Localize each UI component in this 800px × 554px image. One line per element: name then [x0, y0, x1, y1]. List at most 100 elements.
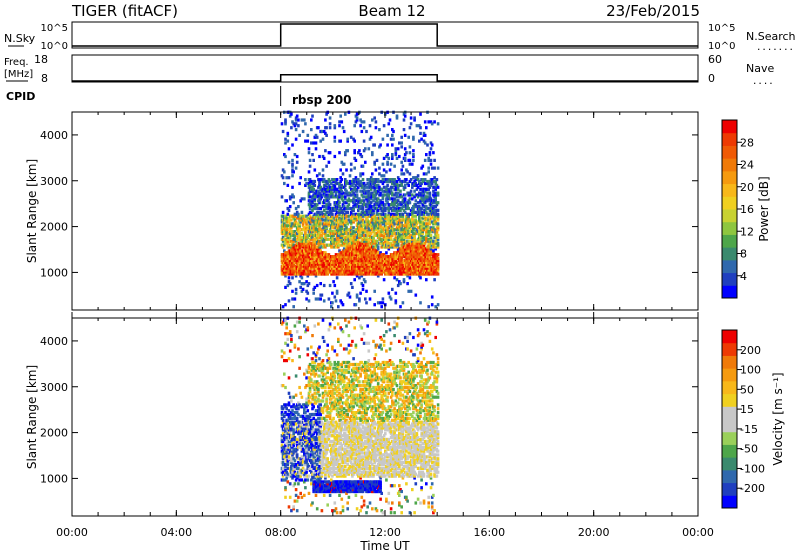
- power-cell: [290, 239, 293, 243]
- velocity-cell: [307, 399, 311, 403]
- velocity-cell: [297, 407, 300, 411]
- power-cell: [407, 199, 410, 203]
- power-cell: [394, 255, 398, 259]
- power-cell: [429, 253, 433, 257]
- power-cell: [322, 283, 326, 288]
- power-cell: [288, 195, 292, 199]
- power-cell: [358, 197, 361, 201]
- power-cell: [373, 231, 376, 236]
- power-cell: [285, 216, 288, 220]
- power-cell: [432, 266, 435, 270]
- power-cell: [406, 266, 409, 270]
- power-cell: [355, 181, 359, 186]
- power-cell: [414, 214, 418, 218]
- power-cell: [317, 195, 320, 199]
- power-cell: [301, 222, 305, 226]
- power-cell: [292, 122, 295, 126]
- velocity-cell: [299, 335, 302, 340]
- power-cell: [358, 264, 361, 268]
- power-cell: [429, 141, 433, 145]
- power-cell: [337, 230, 340, 234]
- power-cell: [389, 206, 393, 211]
- power-cell: [432, 222, 435, 226]
- velocity-cell: [306, 439, 310, 444]
- power-cell: [419, 276, 422, 280]
- power-cell: [391, 154, 394, 159]
- power-cell: [396, 199, 400, 203]
- power-cell: [287, 276, 291, 280]
- power-cell: [331, 235, 334, 239]
- power-cell: [320, 293, 324, 297]
- power-cell: [320, 216, 324, 220]
- power-cell: [436, 258, 440, 263]
- power-cell: [406, 228, 409, 232]
- power-cell: [407, 289, 410, 293]
- velocity-cell: [292, 434, 295, 438]
- velocity-cell: [281, 320, 285, 324]
- power-cell: [360, 193, 364, 197]
- power-cell: [420, 166, 423, 170]
- power-cell: [427, 156, 430, 160]
- power-cell: [426, 195, 429, 199]
- power-cell: [320, 233, 324, 237]
- power-cell: [352, 260, 355, 264]
- power-cell: [420, 222, 423, 226]
- power-cell: [322, 270, 326, 274]
- power-cell: [322, 224, 326, 228]
- power-cell: [312, 264, 315, 268]
- power-cell: [348, 185, 352, 189]
- velocity-cell: [297, 347, 300, 351]
- power-cell: [355, 293, 359, 297]
- velocity-cell: [292, 443, 295, 447]
- power-cell: [306, 291, 310, 295]
- power-cell: [415, 193, 419, 197]
- velocity-cell: [290, 509, 293, 513]
- power-cell: [308, 199, 312, 203]
- power-cell: [387, 205, 391, 209]
- power-cell: [294, 122, 298, 126]
- power-cell: [435, 183, 439, 187]
- power-cell: [306, 228, 310, 232]
- power-cell: [349, 212, 353, 216]
- velocity-cell: [305, 368, 308, 372]
- power-cell: [351, 199, 354, 203]
- velocity-cell: [292, 447, 295, 451]
- power-cell: [405, 218, 408, 222]
- power-cell: [318, 231, 321, 236]
- power-cell: [319, 282, 322, 286]
- power-cell: [298, 247, 301, 251]
- power-cell: [372, 258, 375, 263]
- power-cell: [373, 247, 376, 251]
- power-cell: [367, 212, 371, 216]
- power-cell: [394, 149, 398, 153]
- power-cell: [328, 230, 332, 234]
- power-cell: [351, 272, 354, 276]
- power-cell: [427, 166, 430, 170]
- power-cell: [305, 224, 308, 228]
- power-cell: [358, 231, 361, 236]
- power-cell: [295, 233, 299, 237]
- velocity-cell: [287, 474, 291, 478]
- power-cell: [425, 126, 428, 130]
- power-cell: [373, 162, 376, 166]
- power-cell: [418, 205, 421, 209]
- power-cell: [399, 179, 402, 184]
- power-cell: [313, 216, 317, 220]
- power-cell: [318, 201, 321, 205]
- power-cell: [294, 166, 298, 170]
- nsky-strip: N.Sky 10^5 10^0 10^5 10^0 N.Search .....…: [4, 21, 796, 53]
- power-cell: [317, 297, 320, 301]
- power-cell: [374, 178, 378, 182]
- power-cell: [331, 245, 334, 249]
- power-cell: [428, 191, 432, 195]
- power-cell: [387, 156, 391, 160]
- power-cell: [398, 239, 401, 243]
- power-cell: [401, 214, 405, 218]
- power-cell: [387, 241, 391, 245]
- power-cell: [379, 214, 382, 218]
- power-cell: [283, 231, 286, 236]
- power-cell: [303, 118, 306, 122]
- power-cell: [293, 270, 297, 274]
- velocity-cell: [284, 424, 287, 428]
- power-cell: [392, 137, 395, 141]
